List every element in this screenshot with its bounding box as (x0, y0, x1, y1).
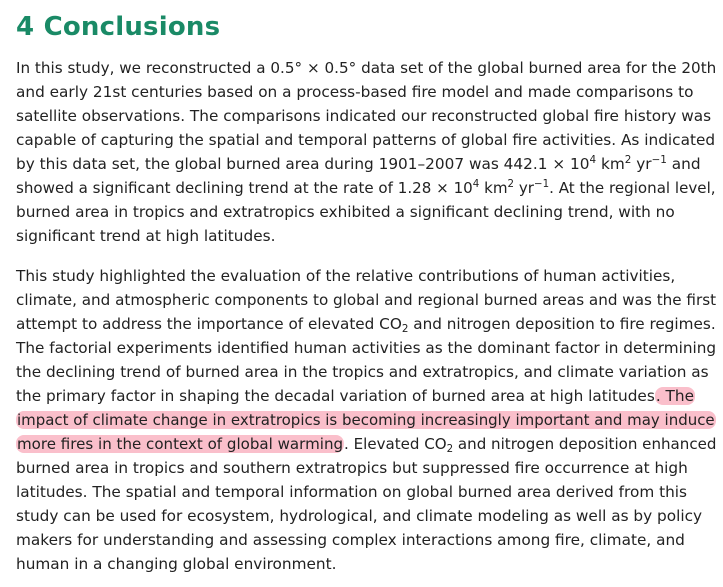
text-segment: human in a changing global environment. (16, 555, 337, 573)
text-line: study can be used for ecosystem, hydrolo… (16, 504, 716, 528)
text-line: satellite observations. The comparisons … (16, 104, 716, 128)
highlighted-text: impact of climate change in extratropics… (16, 411, 716, 429)
text-line: impact of climate change in extratropics… (16, 408, 716, 432)
conclusions-paragraph-1: In this study, we reconstructed a 0.5° ×… (16, 56, 716, 248)
text-segment: burned area in tropics and extratropics … (16, 203, 675, 221)
text-line: burned area in tropics and extratropics … (16, 200, 716, 224)
superscript-exponent: 2 (624, 154, 632, 167)
text-segment: climate, and atmospheric components to g… (16, 291, 717, 309)
text-segment: burned area in tropics and southern extr… (16, 459, 688, 477)
text-line: capable of capturing the spatial and tem… (16, 128, 716, 152)
superscript-exponent: 2 (507, 178, 515, 191)
text-segment: the declining trend of burned area in th… (16, 363, 709, 381)
superscript-exponent: −1 (651, 154, 667, 167)
text-segment: . At the regional level, (549, 179, 716, 197)
superscript-exponent: 4 (472, 178, 480, 191)
text-line: climate, and atmospheric components to g… (16, 288, 716, 312)
text-line: more fires in the context of global warm… (16, 432, 716, 456)
conclusions-paragraph-2: This study highlighted the evaluation of… (16, 264, 716, 576)
text-line: burned area in tropics and southern extr… (16, 456, 716, 480)
highlighted-text: . The (654, 387, 695, 405)
text-segment: The factorial experiments identified hum… (16, 339, 717, 357)
text-segment: and nitrogen deposition to fire regimes. (408, 315, 716, 333)
text-segment: the primary factor in shaping the decada… (16, 387, 655, 405)
text-line: the primary factor in shaping the decada… (16, 384, 716, 408)
text-segment: attempt to address the importance of ele… (16, 315, 402, 333)
text-segment: and (666, 155, 701, 173)
text-line: the declining trend of burned area in th… (16, 360, 716, 384)
text-segment: yr (514, 179, 534, 197)
text-line: and early 21st centuries based on a proc… (16, 80, 716, 104)
section-title: Conclusions (43, 12, 221, 42)
text-segment: latitudes. The spatial and temporal info… (16, 483, 688, 501)
text-segment: satellite observations. The comparisons … (16, 107, 712, 125)
section-heading: 4 Conclusions (16, 8, 220, 46)
text-line: by this data set, the global burned area… (16, 152, 716, 176)
subscript-index: 2 (401, 323, 409, 336)
text-segment: by this data set, the global burned area… (16, 155, 590, 173)
text-line: makers for understanding and assessing c… (16, 528, 716, 552)
text-line: human in a changing global environment. (16, 552, 716, 576)
text-segment: makers for understanding and assessing c… (16, 531, 685, 549)
text-segment: capable of capturing the spatial and tem… (16, 131, 716, 149)
text-segment: This study highlighted the evaluation of… (16, 267, 676, 285)
text-segment: yr (631, 155, 652, 173)
subscript-index: 2 (446, 443, 454, 456)
text-line: latitudes. The spatial and temporal info… (16, 480, 716, 504)
text-line: significant trend at high latitudes. (16, 224, 716, 248)
text-segment: km (479, 179, 508, 197)
text-line: attempt to address the importance of ele… (16, 312, 716, 336)
superscript-exponent: 4 (589, 154, 597, 167)
text-segment: and nitrogen deposition enhanced (453, 435, 717, 453)
text-segment: showed a significant declining trend at … (16, 179, 473, 197)
text-line: This study highlighted the evaluation of… (16, 264, 716, 288)
section-number: 4 (16, 12, 35, 42)
text-segment: significant trend at high latitudes. (16, 227, 276, 245)
text-segment: and early 21st centuries based on a proc… (16, 83, 694, 101)
text-line: showed a significant declining trend at … (16, 176, 716, 200)
text-segment: . Elevated CO (344, 435, 447, 453)
text-segment: study can be used for ecosystem, hydrolo… (16, 507, 703, 525)
highlighted-text: more fires in the context of global warm… (16, 435, 345, 453)
text-segment: In this study, we reconstructed a 0.5° ×… (16, 59, 717, 77)
text-line: In this study, we reconstructed a 0.5° ×… (16, 56, 716, 80)
superscript-exponent: −1 (533, 178, 550, 191)
text-segment: km (596, 155, 625, 173)
text-line: The factorial experiments identified hum… (16, 336, 717, 360)
